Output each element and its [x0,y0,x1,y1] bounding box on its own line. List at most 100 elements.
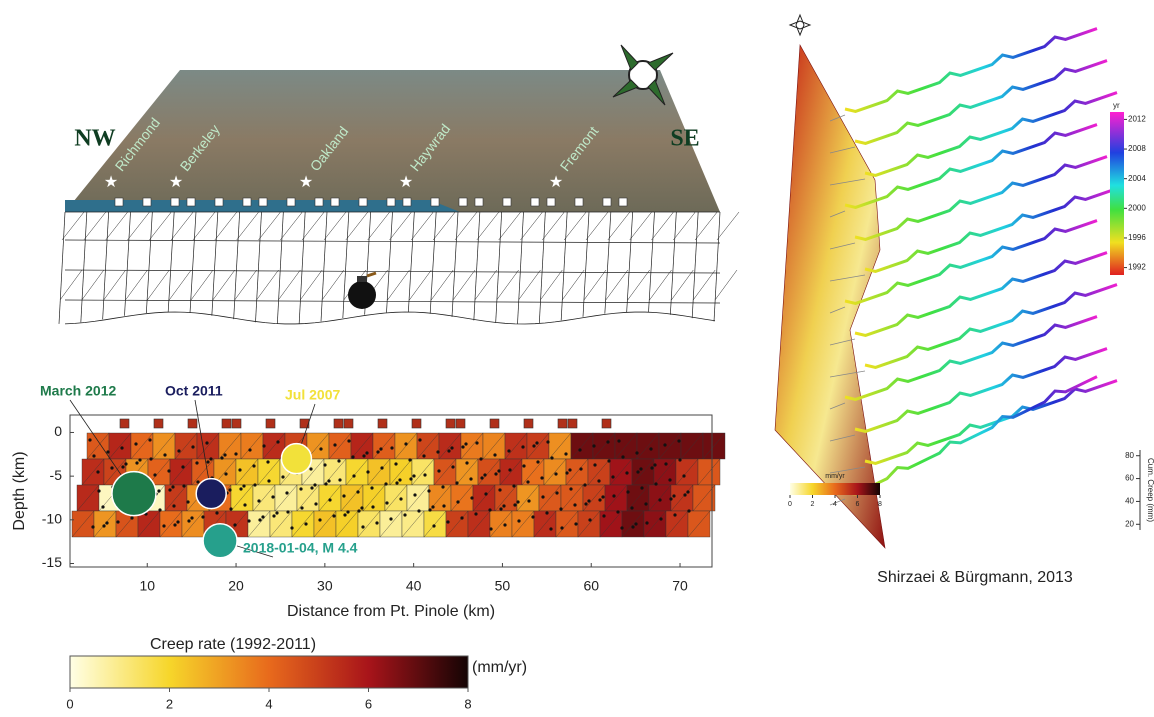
station [602,197,612,207]
station [458,197,468,207]
mesh-line [671,269,694,301]
seismic-dot [229,507,233,511]
station [386,197,396,207]
seismic-dot [286,510,290,514]
mesh-line [255,211,262,323]
seismic-dot [579,467,583,471]
grid-diagonal [262,432,286,460]
seismic-dot [664,462,668,466]
grid-diagonal [230,484,254,512]
station-symbol [377,418,388,429]
grid-diagonal [592,432,616,460]
station [330,197,340,207]
grid-diagonal [665,510,689,538]
seismic-dot [267,479,271,483]
seismic-dot [645,521,649,525]
seismic-dot [441,485,445,489]
grid-diagonal [191,458,215,486]
seismic-dot [521,445,525,449]
seismic-dot [181,465,185,469]
seismic-dot [517,519,521,523]
seismic-dot [105,521,109,525]
station [170,197,180,207]
seismic-dot [163,453,167,457]
grid-diagonal [372,432,396,460]
seismic-dot [527,499,531,503]
mesh-line [713,211,721,322]
seismic-dot [536,460,540,464]
seismic-dot [361,525,365,529]
connector [829,338,856,346]
grid-diagonal [169,458,193,486]
seismic-dot [275,511,279,515]
region-label: NW [74,126,115,152]
grid-diagonal [93,510,117,538]
mesh-line [474,269,498,301]
seismic-dot [593,463,597,467]
seismic-dot [669,497,673,501]
seismic-dot [285,491,289,495]
colorbar-unit: (mm/yr) [472,659,527,676]
grid-diagonal [499,458,523,486]
grid-diagonal [174,432,198,460]
station-symbol [445,418,456,429]
y-axis-label: Depth (km) [11,451,28,530]
seismic-dot [120,446,124,450]
seismic-dot [516,500,520,504]
seismic-dot [653,463,657,467]
creep-axis-label: Cum. Creep (mm) [1146,458,1154,522]
mesh-line [125,269,148,301]
y-tick-label: -5 [50,467,63,483]
station-symbol [557,418,568,429]
seismic-dot [201,515,205,519]
seismic-dot [271,495,275,499]
station-symbol [221,418,232,429]
grid-diagonal [152,432,176,460]
seismic-dot [422,454,426,458]
seismic-dot [149,457,153,461]
rate-tick-label: 8 [878,501,882,508]
mesh-line [233,211,241,320]
seismic-dot [427,489,431,493]
mesh-line [411,211,434,241]
time-series [844,123,1098,209]
grid-diagonal [164,484,188,512]
seismic-dot [91,525,95,529]
grid-diagonal [521,458,545,486]
seismic-dot [428,508,432,512]
creep-tick-label: 60 [1125,474,1134,483]
time-tick-label: 2000 [1128,203,1146,212]
seismic-dot [617,439,621,443]
map-panel: NW SE ★Richmond★Berkeley★Oakland★Haywrad… [58,44,740,325]
mesh-line [298,211,306,324]
seismic-dot [121,465,125,469]
grid-diagonal [235,458,259,486]
connector [829,114,846,122]
seismic-dot [607,459,611,463]
seismic-dot [475,441,479,445]
seismic-dot [97,489,101,493]
mesh-line [582,211,590,317]
event-label: Oct 2011 [165,383,223,399]
seismic-dot [257,499,261,503]
seismic-dot [290,526,294,530]
seismic-dot [309,467,313,471]
colorbar-title: Creep rate (1992-2011) [150,636,316,653]
seismic-dot [371,505,375,509]
station [214,197,224,207]
grid-diagonal [433,458,457,486]
seismic-dot [612,494,616,498]
station-symbol [411,418,422,429]
grid-diagonal [687,510,711,538]
mesh-line [496,269,519,301]
connector [829,178,866,186]
seismic-dot [630,506,634,510]
seismic-dot [480,476,484,480]
grid-diagonal [450,484,474,512]
rate-tick-label: 4 [833,501,837,508]
star: ★ [549,174,563,191]
y-tick-label: 0 [54,423,62,439]
colorbar-tick-label: 6 [365,696,372,711]
seismic-dot [640,486,644,490]
mesh-line [560,211,568,321]
